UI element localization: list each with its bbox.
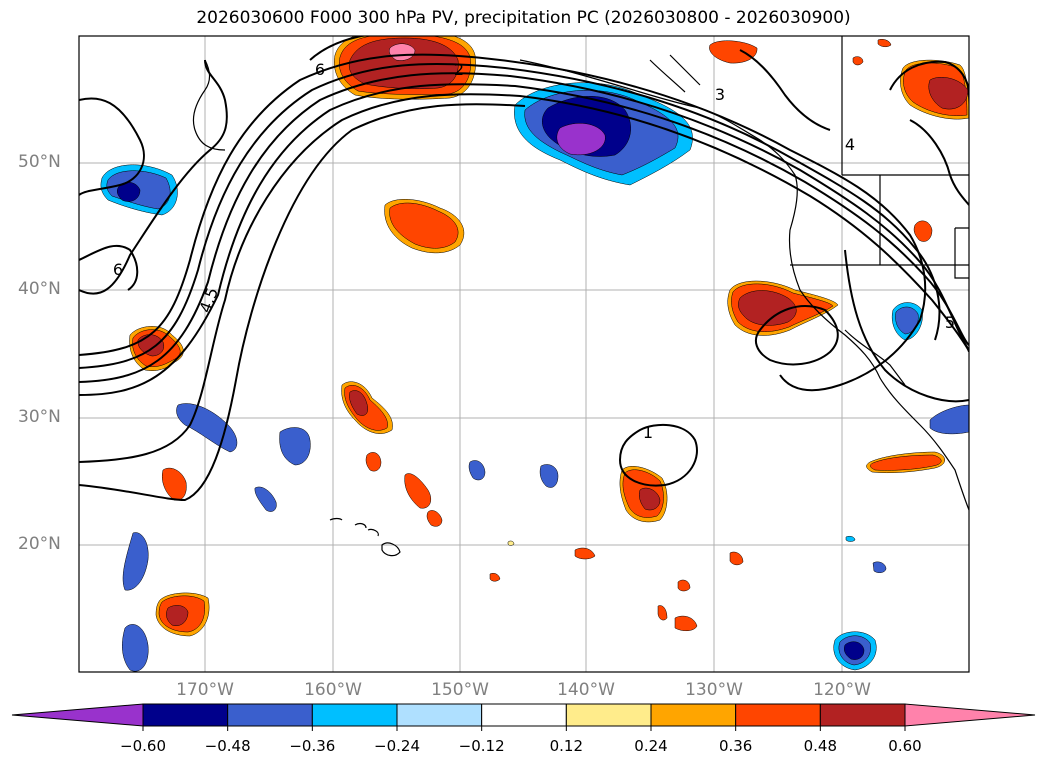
negative-anomaly-shading [100, 82, 969, 672]
pv-contours [79, 36, 969, 502]
contour-label: 3 [715, 85, 725, 104]
contour-label: 4 [845, 135, 855, 154]
colorbar-segment [650, 703, 737, 727]
hawaiian-islands [329, 517, 401, 557]
lon-label-150w: 150°W [431, 680, 489, 700]
plot-frame [78, 35, 970, 673]
lon-label-170w: 170°W [176, 680, 234, 700]
lon-label-140w: 140°W [557, 680, 615, 700]
contour-label: 6 [315, 60, 325, 79]
colorbar-segment [396, 703, 483, 727]
map-title: 2026030600 F000 300 hPa PV, precipitatio… [196, 8, 851, 28]
colorbar-segment [481, 703, 567, 727]
colorbar-segment [735, 703, 821, 727]
contour-label: 2 [454, 60, 464, 79]
colorbar-tick-label: 0.60 [888, 737, 922, 755]
colorbar-tick-label: 0.36 [718, 737, 753, 755]
colorbar-extend-high [904, 703, 1036, 727]
contour-label: 4.5 [196, 285, 223, 315]
contour-label: 6 [113, 260, 123, 279]
colorbar-tick-label: 0.12 [549, 737, 584, 755]
colorbar-tick-label: −0.24 [374, 737, 420, 755]
colorbar-tick-label: −0.48 [204, 737, 251, 755]
colorbar-tick-label: −0.60 [120, 737, 166, 755]
colorbar-tick-label: 0.24 [634, 737, 668, 755]
lon-label-160w: 160°W [304, 680, 362, 700]
lat-label-50n: 50°N [18, 152, 61, 172]
contour-label: 5 [945, 313, 955, 332]
colorbar-segment [142, 703, 229, 727]
lon-label-120w: 120°W [813, 680, 871, 700]
colorbar-segment [819, 703, 906, 727]
colorbar-segment [565, 703, 652, 727]
lat-label-40n: 40°N [18, 279, 61, 299]
colorbar-tick-label: −0.36 [289, 737, 336, 755]
colorbar [11, 703, 1036, 731]
contour-label: 1 [643, 423, 653, 442]
colorbar-segment [311, 703, 398, 727]
colorbar-tick-label: −0.12 [458, 737, 505, 755]
colorbar-tick-label: 0.48 [803, 737, 838, 755]
coastlines [192, 36, 969, 511]
lat-label-30n: 30°N [18, 407, 61, 427]
lon-label-130w: 130°W [685, 680, 743, 700]
colorbar-segment [227, 703, 313, 727]
lat-label-20n: 20°N [18, 534, 61, 554]
colorbar-extend-low [11, 703, 144, 727]
